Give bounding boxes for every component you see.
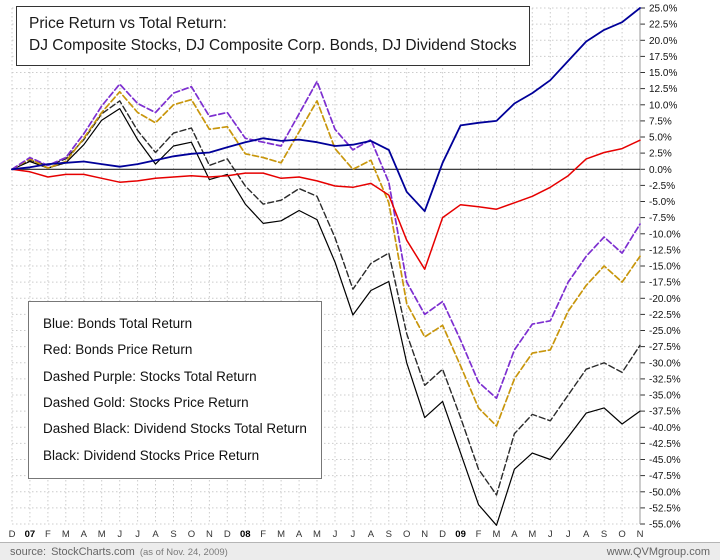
svg-text:A: A <box>368 529 375 540</box>
svg-text:A: A <box>152 529 159 540</box>
svg-text:12.5%: 12.5% <box>649 84 677 95</box>
svg-text:25.0%: 25.0% <box>649 4 677 15</box>
legend-item-div-stocks-price: Black: Dividend Stocks Price Return <box>43 447 260 463</box>
svg-text:-12.5%: -12.5% <box>649 245 681 256</box>
series-dividend-stocks-price-return <box>11 107 641 526</box>
svg-text:09: 09 <box>455 529 466 540</box>
source-name: StockCharts.com <box>51 545 135 558</box>
svg-text:20.0%: 20.0% <box>649 36 677 47</box>
svg-text:-25.0%: -25.0% <box>649 326 681 337</box>
chart-title-box: Price Return vs Total Return: DJ Composi… <box>16 6 530 66</box>
svg-text:-55.0%: -55.0% <box>649 520 681 531</box>
svg-text:-7.5%: -7.5% <box>649 213 675 224</box>
svg-text:-2.5%: -2.5% <box>649 181 675 192</box>
svg-text:10.0%: 10.0% <box>649 100 677 111</box>
svg-text:-17.5%: -17.5% <box>649 278 681 289</box>
svg-text:S: S <box>170 529 176 540</box>
series-dividend-stocks-total-return <box>11 100 641 496</box>
series-stocks-total-return <box>11 80 641 400</box>
chart-title-line1: Price Return vs Total Return: <box>29 15 227 32</box>
svg-text:-47.5%: -47.5% <box>649 471 681 482</box>
svg-text:M: M <box>313 529 321 540</box>
svg-text:J: J <box>351 529 356 540</box>
website-url: www.QVMgroup.com <box>606 545 710 558</box>
svg-text:-45.0%: -45.0% <box>649 455 681 466</box>
svg-text:F: F <box>45 529 51 540</box>
svg-text:15.0%: 15.0% <box>649 68 677 79</box>
svg-text:F: F <box>476 529 482 540</box>
source-label: source: <box>10 545 47 558</box>
svg-text:O: O <box>188 529 195 540</box>
svg-text:O: O <box>403 529 410 540</box>
svg-text:-52.5%: -52.5% <box>649 503 681 514</box>
svg-text:A: A <box>81 529 88 540</box>
as-of-date: (as of Nov. 24, 2009) <box>139 546 228 558</box>
series-bonds-price-return <box>11 139 641 270</box>
svg-text:2.5%: 2.5% <box>649 149 672 160</box>
svg-text:D: D <box>439 529 446 540</box>
svg-text:5.0%: 5.0% <box>649 133 672 144</box>
svg-text:D: D <box>9 529 16 540</box>
svg-text:F: F <box>260 529 266 540</box>
svg-text:-20.0%: -20.0% <box>649 294 681 305</box>
svg-text:N: N <box>206 529 213 540</box>
series-stocks-price-return <box>11 90 641 427</box>
svg-text:M: M <box>493 529 501 540</box>
svg-text:S: S <box>601 529 607 540</box>
chart-title-line2: DJ Composite Stocks, DJ Composite Corp. … <box>29 37 517 55</box>
legend-item-bonds-price: Red: Bonds Price Return <box>43 342 193 358</box>
svg-text:J: J <box>566 529 571 540</box>
svg-text:A: A <box>511 529 518 540</box>
svg-text:M: M <box>277 529 285 540</box>
svg-text:0.0%: 0.0% <box>649 165 672 176</box>
svg-text:7.5%: 7.5% <box>649 116 672 127</box>
svg-text:-42.5%: -42.5% <box>649 439 681 450</box>
svg-text:-5.0%: -5.0% <box>649 197 675 208</box>
svg-text:J: J <box>333 529 338 540</box>
svg-text:-15.0%: -15.0% <box>649 262 681 273</box>
footer-bar: source: StockCharts.com (as of Nov. 24, 20… <box>0 542 720 560</box>
svg-text:N: N <box>637 529 644 540</box>
svg-text:22.5%: 22.5% <box>649 20 677 31</box>
svg-text:-50.0%: -50.0% <box>649 487 681 498</box>
svg-text:S: S <box>386 529 392 540</box>
svg-text:17.5%: 17.5% <box>649 52 677 63</box>
svg-text:07: 07 <box>25 529 36 540</box>
source-credit: source: StockCharts.com (as of Nov. 24, 20… <box>10 546 233 558</box>
svg-text:A: A <box>583 529 590 540</box>
svg-text:A: A <box>296 529 303 540</box>
svg-text:-10.0%: -10.0% <box>649 229 681 240</box>
svg-text:-32.5%: -32.5% <box>649 374 681 385</box>
svg-text:N: N <box>421 529 428 540</box>
svg-text:-22.5%: -22.5% <box>649 310 681 321</box>
legend: Blue: Bonds Total Return Red: Bonds Pric… <box>28 301 322 479</box>
legend-item-stocks-price: Dashed Gold: Stocks Price Return <box>43 394 249 410</box>
legend-item-bonds-total: Blue: Bonds Total Return <box>43 316 193 331</box>
series-bonds-total-return <box>11 7 641 213</box>
svg-text:O: O <box>618 529 625 540</box>
svg-text:-37.5%: -37.5% <box>649 407 681 418</box>
legend-item-div-stocks-total: Dashed Black: Dividend Stocks Total Retu… <box>43 421 307 437</box>
svg-text:J: J <box>117 529 122 540</box>
svg-text:D: D <box>224 529 231 540</box>
y-axis: 25.0% 22.5% 20.0% 17.5% 15.0% 12.5% 10.0% 7.5% 5… <box>639 4 681 531</box>
legend-item-stocks-total: Dashed Purple: Stocks Total Return <box>43 368 257 384</box>
svg-text:08: 08 <box>240 529 251 540</box>
svg-text:M: M <box>62 529 70 540</box>
x-axis: D 07 F M A M J J A S O N D 08 F M A M J J A S O N D 09 F M A M J J A S O N <box>9 529 644 540</box>
svg-text:-40.0%: -40.0% <box>649 423 681 434</box>
svg-text:-27.5%: -27.5% <box>649 342 681 353</box>
svg-text:-35.0%: -35.0% <box>649 391 681 402</box>
svg-text:M: M <box>528 529 536 540</box>
svg-text:-30.0%: -30.0% <box>649 358 681 369</box>
svg-text:J: J <box>548 529 553 540</box>
svg-text:J: J <box>135 529 140 540</box>
svg-text:M: M <box>98 529 106 540</box>
